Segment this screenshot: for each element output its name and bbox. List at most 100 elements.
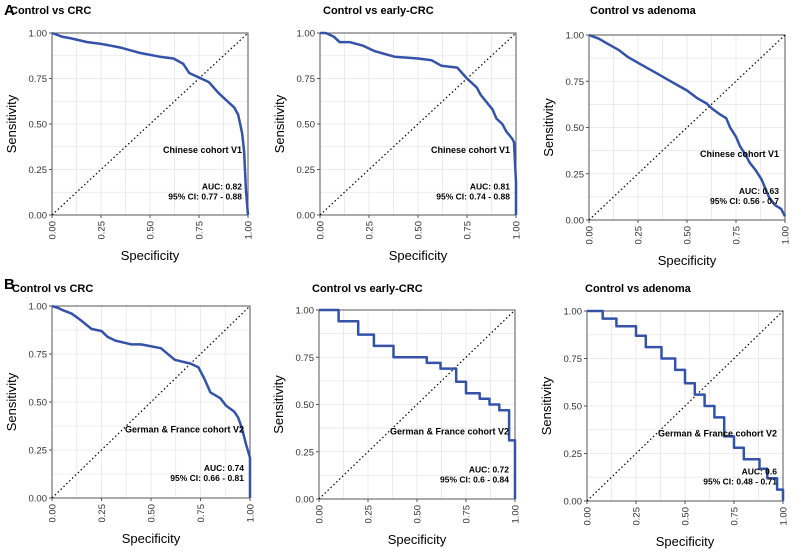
x-tick-label: 0.50: [146, 221, 157, 240]
y-tick-label: 0.00: [29, 211, 48, 222]
y-tick-label: 1.00: [297, 29, 316, 40]
x-tick-label: 0.75: [730, 507, 741, 526]
y-tick-label: 0.00: [564, 497, 583, 508]
roc-curve: [51, 31, 250, 216]
x-tick-label: 0.25: [97, 221, 108, 240]
x-tick-label: 0.25: [634, 226, 645, 245]
y-tick-label: 0.25: [29, 165, 48, 176]
y-tick-label: 0.50: [296, 400, 315, 411]
x-axis-title: Specificity: [656, 534, 715, 549]
roc-curve: [51, 304, 252, 498]
ci-label: 95% CI: 0.77 - 0.88: [168, 192, 242, 202]
y-tick-label: 0.25: [566, 169, 585, 180]
auc-label: AUC: 0.74: [204, 463, 244, 473]
x-axis-title: Specificity: [388, 532, 447, 547]
y-tick-label: 0.00: [297, 211, 316, 222]
x-tick-label: 0.25: [365, 221, 376, 240]
y-tick-label: 0.25: [296, 447, 315, 458]
y-tick-label: 0.75: [29, 74, 48, 85]
y-axis-title: Sensitivity: [539, 376, 554, 435]
reference-diagonal: [588, 34, 786, 221]
chart-title: Control vs adenoma: [585, 283, 692, 295]
y-tick-label: 0.75: [297, 74, 316, 85]
y-tick-label: 1.00: [566, 31, 585, 42]
x-tick-label: 1.00: [779, 507, 790, 526]
roc-chart-1: Control vs CRC 0.00 0.25 0.50 0.75 1.00 0.00 0.…: [4, 5, 255, 263]
y-tick-label: 0.75: [566, 77, 585, 88]
y-axis-title: Sensitivity: [541, 98, 556, 157]
x-tick-label: 1.00: [246, 504, 257, 523]
ci-label: 95% CI: 0.6 - 0.84: [440, 475, 509, 485]
x-tick-label: 1.00: [512, 221, 523, 240]
cohort-label: Chinese cohort V1: [700, 149, 779, 159]
x-tick-label: 0.75: [732, 226, 743, 245]
y-tick-label: 0.00: [566, 216, 585, 227]
roc-curve: [588, 33, 787, 217]
y-tick-label: 0.25: [564, 449, 583, 460]
x-axis-title: Specificity: [122, 531, 181, 546]
cohort-label: Chinese cohort V1: [431, 145, 510, 155]
ci-label: 95% CI: 0.56 - 0.7: [710, 196, 779, 206]
y-axis-title: Sensitivity: [4, 94, 19, 153]
panel-letter-a: A: [4, 2, 15, 19]
x-axis-title: Specificity: [121, 248, 180, 263]
y-axis-title: Sensitivity: [272, 94, 287, 153]
x-tick-label: 0.50: [681, 507, 692, 526]
x-tick-label: 0.50: [683, 226, 694, 245]
chart-title: Control vs CRC: [12, 283, 93, 295]
auc-label: AUC: 0.6: [742, 466, 778, 476]
x-axis-title: Specificity: [658, 253, 717, 268]
reference-diagonal: [319, 32, 517, 216]
reference-diagonal: [318, 309, 516, 500]
ci-label: 95% CI: 0.48 - 0.71: [703, 476, 777, 486]
roc-curve: [320, 31, 518, 215]
y-tick-label: 0.25: [29, 446, 48, 457]
x-tick-label: 1.00: [244, 221, 255, 240]
roc-chart-4: Control vs CRC 0.00 0.25 0.50 0.75 1.00 0.00 0.…: [4, 283, 257, 546]
auc-label: AUC: 0.63: [739, 186, 779, 196]
x-tick-label: 0.50: [414, 221, 425, 240]
chart-title: Control vs CRC: [10, 5, 91, 17]
roc-chart-5: Control vs early-CRC 0.00 0.25 0.50 0.75 1.00…: [271, 283, 522, 547]
x-tick-label: 0.25: [97, 504, 108, 523]
chart-title: Control vs early-CRC: [312, 283, 423, 295]
roc-curve: [319, 308, 517, 499]
x-tick-label: 0.50: [413, 505, 424, 524]
y-tick-label: 0.50: [564, 402, 583, 413]
x-tick-label: 0.75: [462, 505, 473, 524]
x-tick-label: 1.00: [511, 505, 522, 524]
y-axis-title: Sensitivity: [271, 375, 286, 434]
panel-letter-b: B: [4, 276, 15, 293]
x-tick-label: 0.00: [585, 226, 596, 245]
roc-chart-2: Control vs early-CRC 0.00 0.25 0.50 0.75 1.00…: [272, 5, 523, 263]
x-tick-label: 0.75: [196, 504, 207, 523]
ci-label: 95% CI: 0.74 - 0.88: [436, 192, 510, 202]
y-tick-label: 0.00: [29, 494, 48, 505]
x-tick-label: 0.25: [364, 505, 375, 524]
y-tick-label: 0.50: [29, 398, 48, 409]
y-tick-label: 1.00: [29, 302, 48, 313]
y-tick-label: 1.00: [29, 29, 48, 40]
y-axis-title: Sensitivity: [4, 372, 19, 431]
chart-title: Control vs early-CRC: [323, 5, 434, 17]
y-tick-label: 0.50: [566, 123, 585, 134]
cohort-label: Chinese cohort V1: [163, 145, 242, 155]
y-tick-label: 0.00: [296, 495, 315, 506]
roc-curve: [587, 309, 785, 501]
cohort-label: German & France cohort V2: [658, 428, 777, 438]
y-tick-label: 1.00: [564, 307, 583, 318]
x-tick-label: 0.00: [315, 505, 326, 524]
reference-diagonal: [51, 32, 249, 216]
roc-chart-3: Control vs adenoma 0.00 0.25 0.50 0.75 1.00 0.…: [541, 5, 792, 268]
ci-label: 95% CI: 0.66 - 0.81: [170, 473, 244, 483]
x-tick-label: 1.00: [781, 226, 792, 245]
x-tick-label: 0.00: [48, 504, 59, 523]
roc-chart-6: Control vs adenoma 0.00 0.25 0.50 0.75 1.00 0.…: [539, 283, 790, 549]
cohort-label: German & France cohort V2: [125, 425, 244, 435]
x-tick-label: 0.25: [632, 507, 643, 526]
y-tick-label: 0.50: [29, 120, 48, 131]
x-tick-label: 0.00: [583, 507, 594, 526]
y-tick-label: 0.50: [297, 120, 316, 131]
auc-label: AUC: 0.72: [469, 465, 509, 475]
